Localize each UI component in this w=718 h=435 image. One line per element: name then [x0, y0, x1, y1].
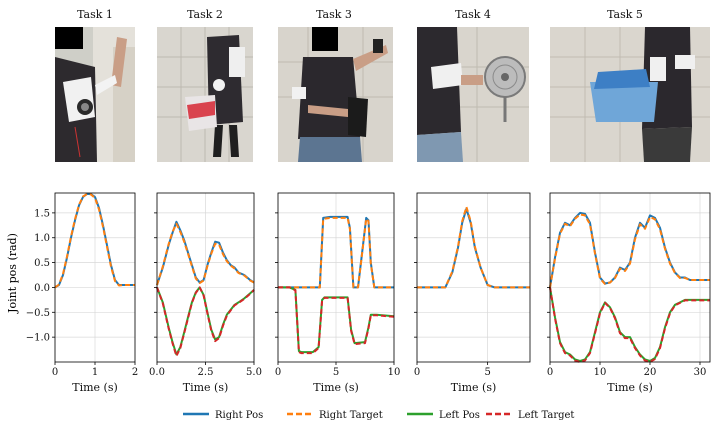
legend-label-right-pos: Right Pos — [215, 410, 263, 421]
chart-panel-5: 0 10 20 30 Time (s) — [547, 192, 711, 394]
task-5-photo — [550, 27, 710, 162]
charts-root: 0 1 2 Time (s) −1.0 −0.5 0.0 0.5 1.0 1.5 0.0 2.5 5.0… — [26, 192, 711, 394]
task-4-photo-drawing — [417, 27, 529, 162]
x-tick-label-5-1: 10 — [594, 367, 607, 378]
series-line-5-left-pos — [549, 287, 710, 362]
series-line-4-right-target — [417, 205, 530, 289]
task-4-title: Task 4 — [455, 8, 491, 21]
series-line-5-right-target — [549, 213, 710, 288]
series-line-2-left-target — [156, 286, 255, 357]
y-tick-label-2: 0.0 — [34, 283, 50, 294]
x-axis-label-3: Time (s) — [313, 381, 359, 394]
y-tick-label-1: −0.5 — [26, 308, 50, 319]
legend-label-right-target: Right Target — [319, 410, 383, 421]
y-tick-label-0: −1.0 — [26, 333, 50, 344]
task-2-photo — [157, 27, 253, 162]
legend: Right Pos Right Target Left Pos Left Target — [183, 410, 574, 421]
x-tick-label-3-1: 5 — [333, 367, 339, 378]
x-tick-label-5-2: 20 — [644, 367, 657, 378]
x-tick-label-4-0: 0 — [414, 367, 420, 378]
x-tick-label-3-0: 0 — [275, 367, 281, 378]
chart-panel-1: 0 1 2 Time (s) −1.0 −0.5 0.0 0.5 1.0 1.5 — [26, 192, 138, 394]
legend-label-left-target: Left Target — [518, 410, 574, 421]
x-axis-label-4: Time (s) — [451, 381, 497, 394]
legend-label-left-pos: Left Pos — [439, 410, 480, 421]
series-line-3-right-target — [278, 216, 394, 289]
task-2-photo-drawing — [157, 27, 253, 162]
x-axis-label-5: Time (s) — [607, 381, 653, 394]
series-line-5-left-target — [549, 287, 710, 363]
y-tick-label-5: 1.5 — [34, 208, 50, 219]
x-tick-label-3-2: 10 — [388, 367, 401, 378]
y-axis-label: Joint pos (rad) — [6, 233, 19, 314]
task-3-photo — [278, 27, 393, 162]
task-5-title: Task 5 — [607, 8, 643, 21]
x-tick-label-1-2: 2 — [132, 367, 138, 378]
series-line-4-right-pos — [417, 207, 530, 289]
x-tick-label-2-1: 2.5 — [198, 367, 214, 378]
task-3-title: Task 3 — [316, 8, 352, 21]
series-line-1-right-target — [54, 193, 135, 289]
task-3-photo-drawing — [278, 27, 393, 162]
x-axis-label-1: Time (s) — [72, 381, 118, 394]
axes-frame-5 — [549, 192, 711, 363]
axes-frame-4 — [416, 192, 531, 363]
x-tick-label-5-0: 0 — [547, 367, 553, 378]
task-5-photo-drawing — [550, 27, 710, 162]
series-line-5-right-pos — [549, 211, 710, 288]
series-line-2-right-target — [156, 222, 255, 286]
x-tick-label-2-0: 0.0 — [149, 367, 165, 378]
y-tick-label-4: 1.0 — [34, 233, 50, 244]
y-tick-label-3: 0.5 — [34, 258, 50, 269]
x-tick-label-4-1: 5 — [484, 367, 490, 378]
x-tick-label-1-0: 0 — [52, 367, 58, 378]
chart-panel-3: 0 5 10 Time (s) — [275, 192, 401, 394]
task-1-photo-drawing — [55, 27, 135, 162]
task-4-photo — [417, 27, 529, 162]
series-line-3-left-target — [278, 286, 395, 355]
task-1-title: Task 1 — [77, 8, 113, 21]
task-2-title: Task 2 — [187, 8, 223, 21]
x-tick-label-2-2: 5.0 — [246, 367, 262, 378]
x-tick-label-5-3: 30 — [694, 367, 707, 378]
x-axis-label-2: Time (s) — [183, 381, 229, 394]
chart-panel-2: 0.0 2.5 5.0 Time (s) — [149, 192, 262, 394]
x-tick-label-1-1: 1 — [92, 367, 98, 378]
task-1-photo — [55, 27, 135, 162]
chart-panel-4: 0 5 Time (s) — [414, 192, 531, 394]
